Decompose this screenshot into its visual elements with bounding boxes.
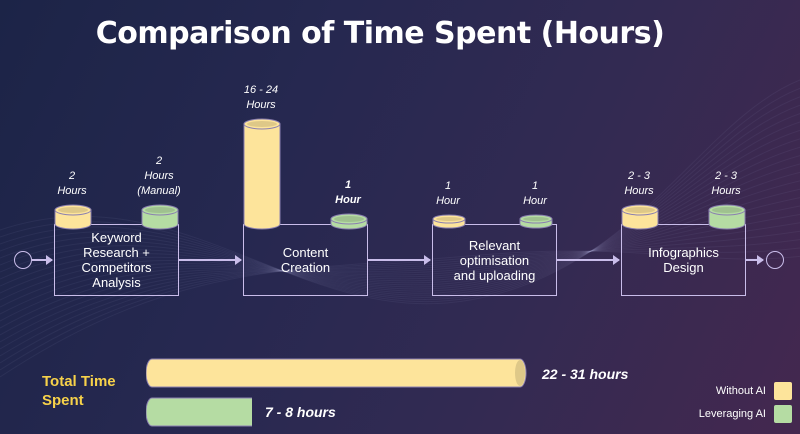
flow-arrow (746, 256, 764, 264)
stage-box: Infographics Design (621, 224, 746, 296)
bar-value-label: 2 - 3 Hours (624, 170, 654, 197)
bar-value-label: 2 Hours (57, 170, 87, 197)
legend-swatch (774, 382, 792, 400)
bar-without-ai (621, 204, 659, 230)
bar-leveraging-ai (519, 214, 553, 229)
wave-line (0, 222, 800, 350)
bar-without-ai (54, 204, 92, 230)
wave-line (0, 163, 800, 301)
wave-line (0, 247, 800, 371)
flow-arrow (557, 256, 620, 264)
total-bar-body (145, 397, 279, 427)
legend-swatch (774, 405, 792, 423)
stage-box: Keyword Research + Competitors Analysis (54, 224, 179, 296)
bar-value-label: 2 - 3 Hours (711, 170, 741, 197)
wave-line (0, 113, 800, 296)
legend-label: Without AI (715, 385, 766, 397)
wave-line (0, 138, 800, 290)
stage-label: Infographics Design (648, 245, 719, 275)
flow-arrow (32, 256, 53, 264)
wave-line (0, 96, 800, 301)
bar-value-label: 1 Hour (523, 180, 547, 207)
bar-leveraging-ai (330, 213, 368, 230)
page-title: Comparison of Time Spent (Hours) (95, 16, 665, 51)
bar-value-label: 16 - 24 Hours (243, 84, 279, 111)
stage-box: Content Creation (243, 224, 368, 296)
bar-value-label: 2 Hours (Manual) (137, 155, 181, 197)
bar-without-ai (243, 118, 281, 230)
flow-end-circle (766, 251, 784, 269)
wave-line (0, 213, 800, 343)
total-bar-leveraging-ai (145, 396, 279, 433)
wave-line (0, 180, 800, 315)
bar-leveraging-ai (708, 204, 746, 230)
legend-label: Leveraging AI (698, 408, 766, 420)
flow-arrow (179, 256, 242, 264)
wave-line (0, 121, 800, 294)
wave-line (0, 197, 800, 329)
wave-line (0, 155, 800, 294)
bar-leveraging-ai (141, 204, 179, 230)
wave-line (0, 250, 800, 378)
stage-label: Relevant optimisation and uploading (453, 237, 536, 283)
stage-box: Relevant optimisation and uploading (432, 224, 557, 296)
stage-label: Keyword Research + Competitors Analysis (81, 230, 152, 290)
wave-line (0, 146, 800, 288)
total-bar-without-ai (145, 357, 528, 394)
bar-without-ai (432, 214, 466, 229)
total-bar-cap (515, 360, 525, 386)
total-time-label: Total Time Spent (42, 373, 116, 409)
legend-leveraging-ai: Leveraging AI (699, 405, 792, 423)
stage-label: Content Creation (280, 245, 331, 275)
bar-value-label: 1 Hour (436, 180, 460, 207)
total-without-ai-text: 22 - 31 hours (542, 366, 629, 382)
legend-without-ai: Without AI (716, 382, 792, 400)
total-leveraging-ai-text: 7 - 8 hours (265, 404, 336, 420)
flow-start-circle (14, 251, 32, 269)
flow-arrow (368, 256, 431, 264)
total-bar-body (145, 358, 527, 388)
wave-line (0, 188, 800, 322)
wave-line (0, 129, 800, 292)
wave-line (0, 171, 800, 308)
wave-line (0, 205, 800, 336)
wave-line (0, 230, 800, 357)
bar-value-label: 1 Hour (335, 179, 361, 206)
